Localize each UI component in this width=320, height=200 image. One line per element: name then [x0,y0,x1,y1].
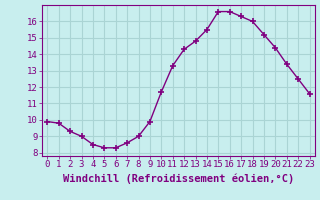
X-axis label: Windchill (Refroidissement éolien,°C): Windchill (Refroidissement éolien,°C) [63,173,294,184]
